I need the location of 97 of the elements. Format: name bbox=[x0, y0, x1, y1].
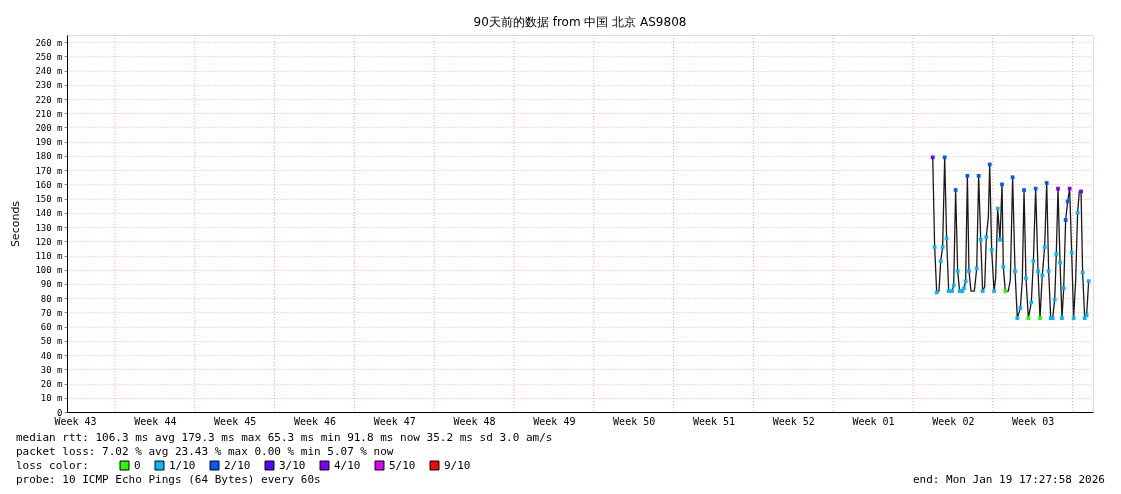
y-tick-label: 170 m bbox=[35, 165, 63, 176]
point bbox=[1042, 245, 1047, 249]
x-tick-label: Week 49 bbox=[533, 415, 576, 427]
point bbox=[984, 235, 989, 239]
x-tick-label: Week 43 bbox=[54, 415, 97, 427]
legend-label: 1/10 bbox=[169, 458, 196, 472]
point bbox=[1015, 316, 1020, 320]
text: probe: 10 ICMP Echo Pings (64 Bytes) every 60s bbox=[16, 473, 321, 486]
x-tick-label: Week 50 bbox=[613, 415, 656, 427]
y-tick-label: 0 bbox=[57, 407, 63, 418]
point bbox=[953, 188, 958, 192]
x-tick-label: Week 02 bbox=[932, 415, 975, 427]
point bbox=[976, 173, 981, 178]
legend-label: 0 bbox=[134, 458, 141, 472]
point bbox=[989, 247, 994, 252]
y-tick-label: 10 m bbox=[40, 393, 63, 404]
y-tick-label: 110 m bbox=[35, 251, 63, 262]
legend-label: 4/10 bbox=[334, 458, 361, 472]
point bbox=[1026, 316, 1031, 320]
text: median rtt: 106.3 ms avg 179.3 ms max 65.3 ms min 91.8 ms now 35.2 ms sd 3.0 am/s bbox=[16, 431, 553, 444]
y-tick-label: 120 m bbox=[35, 236, 63, 247]
y-tick-label: 100 m bbox=[35, 265, 63, 276]
point bbox=[980, 289, 985, 293]
point bbox=[962, 286, 966, 291]
x-tick-label: Week 44 bbox=[134, 415, 177, 427]
point bbox=[978, 237, 983, 242]
y-tick-label: 90 m bbox=[40, 279, 63, 290]
y-tick-label: 160 m bbox=[35, 179, 63, 190]
point bbox=[1022, 188, 1026, 192]
point bbox=[1024, 276, 1028, 281]
point bbox=[1013, 269, 1017, 274]
y-tick-label: 20 m bbox=[40, 379, 63, 390]
point bbox=[1086, 279, 1091, 283]
point bbox=[938, 259, 943, 264]
point bbox=[932, 245, 937, 249]
point bbox=[942, 155, 947, 160]
x-tick-label: Week 48 bbox=[453, 415, 496, 427]
point bbox=[950, 289, 954, 293]
y-tick-label: 260 m bbox=[35, 37, 63, 48]
legend-title: loss color: bbox=[16, 459, 89, 472]
legend-label: 5/10 bbox=[389, 458, 416, 472]
point bbox=[1063, 218, 1068, 222]
y-tick-label: 80 m bbox=[40, 293, 63, 304]
y-tick-label: 210 m bbox=[35, 108, 63, 119]
point bbox=[1067, 186, 1072, 191]
y-tick-label: 200 m bbox=[35, 122, 63, 133]
point bbox=[1033, 186, 1038, 191]
point bbox=[967, 269, 971, 274]
x-tick-label: Week 52 bbox=[772, 415, 815, 427]
point bbox=[1060, 316, 1064, 320]
point bbox=[1061, 286, 1066, 291]
legend-label: 9/10 bbox=[444, 458, 471, 472]
y-tick-label: 230 m bbox=[35, 80, 63, 91]
point bbox=[955, 269, 960, 274]
x-tick-label: Week 47 bbox=[373, 415, 416, 427]
x-tick-label: Week 46 bbox=[293, 415, 337, 427]
y-tick-label: 70 m bbox=[40, 307, 63, 318]
y-tick-label: 240 m bbox=[35, 66, 63, 77]
y-tick-label: 60 m bbox=[40, 322, 63, 333]
y-tick-label: 180 m bbox=[35, 151, 63, 162]
y-tick-label: 30 m bbox=[40, 364, 63, 375]
point bbox=[1069, 250, 1074, 255]
point bbox=[974, 266, 979, 271]
point bbox=[1003, 289, 1008, 293]
y-axis-title: Seconds bbox=[9, 200, 23, 248]
legend-label: 3/10 bbox=[279, 458, 306, 472]
point bbox=[930, 155, 935, 160]
point bbox=[1036, 269, 1040, 274]
y-tick-label: 220 m bbox=[35, 94, 63, 105]
legend-label: 2/10 bbox=[224, 458, 251, 472]
y-tick-label: 50 m bbox=[40, 336, 63, 347]
point bbox=[1038, 316, 1042, 320]
point bbox=[965, 173, 970, 178]
x-tick-label: Week 51 bbox=[692, 415, 736, 427]
x-tick-label: Week 45 bbox=[214, 415, 257, 427]
point bbox=[1044, 181, 1049, 185]
y-tick-label: 130 m bbox=[35, 222, 63, 233]
point bbox=[1054, 252, 1059, 256]
y-tick-label: 190 m bbox=[35, 137, 63, 148]
point bbox=[1001, 265, 1006, 269]
y-tick-label: 150 m bbox=[35, 194, 63, 205]
point bbox=[998, 237, 1002, 242]
y-tick-label: 40 m bbox=[40, 350, 63, 361]
line-series bbox=[932, 156, 1090, 319]
point bbox=[963, 279, 968, 283]
point bbox=[940, 245, 945, 249]
point bbox=[1056, 186, 1060, 191]
x-tick-label: Week 01 bbox=[852, 415, 895, 427]
text: packet loss: 7.02 % avg 23.43 % max 0.00 % min 5.07 % now bbox=[16, 445, 394, 458]
point bbox=[992, 289, 996, 293]
point bbox=[1046, 269, 1051, 274]
y-tick-label: 250 m bbox=[35, 51, 63, 62]
chart-title: 90天前的数据 from 中国 北京 AS9808 bbox=[473, 14, 687, 29]
x-tick-label: Week 03 bbox=[1012, 415, 1055, 427]
text: end: Mon Jan 19 17:27:58 2026 bbox=[912, 473, 1105, 486]
y-tick-label: 140 m bbox=[35, 208, 63, 219]
point bbox=[1010, 175, 1015, 180]
